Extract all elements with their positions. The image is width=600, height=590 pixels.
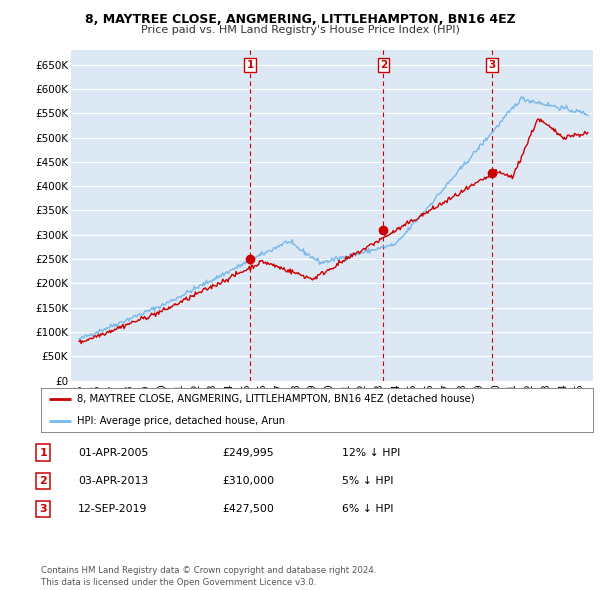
Text: 3: 3 (488, 60, 496, 70)
Text: £427,500: £427,500 (222, 504, 274, 514)
Text: 12-SEP-2019: 12-SEP-2019 (78, 504, 148, 514)
Text: 03-APR-2013: 03-APR-2013 (78, 476, 148, 486)
Text: HPI: Average price, detached house, Arun: HPI: Average price, detached house, Arun (77, 416, 285, 426)
Text: £310,000: £310,000 (222, 476, 274, 486)
Text: 5% ↓ HPI: 5% ↓ HPI (342, 476, 394, 486)
Text: £249,995: £249,995 (222, 448, 274, 457)
Text: 01-APR-2005: 01-APR-2005 (78, 448, 148, 457)
Text: 1: 1 (247, 60, 254, 70)
Text: 1: 1 (40, 448, 47, 457)
Text: 2: 2 (380, 60, 387, 70)
Text: 8, MAYTREE CLOSE, ANGMERING, LITTLEHAMPTON, BN16 4EZ (detached house): 8, MAYTREE CLOSE, ANGMERING, LITTLEHAMPT… (77, 394, 475, 404)
Text: 8, MAYTREE CLOSE, ANGMERING, LITTLEHAMPTON, BN16 4EZ: 8, MAYTREE CLOSE, ANGMERING, LITTLEHAMPT… (85, 13, 515, 26)
Text: Contains HM Land Registry data © Crown copyright and database right 2024.
This d: Contains HM Land Registry data © Crown c… (41, 566, 376, 587)
Text: Price paid vs. HM Land Registry's House Price Index (HPI): Price paid vs. HM Land Registry's House … (140, 25, 460, 35)
Text: 3: 3 (40, 504, 47, 514)
Text: 6% ↓ HPI: 6% ↓ HPI (342, 504, 394, 514)
Text: 2: 2 (40, 476, 47, 486)
Text: 12% ↓ HPI: 12% ↓ HPI (342, 448, 400, 457)
